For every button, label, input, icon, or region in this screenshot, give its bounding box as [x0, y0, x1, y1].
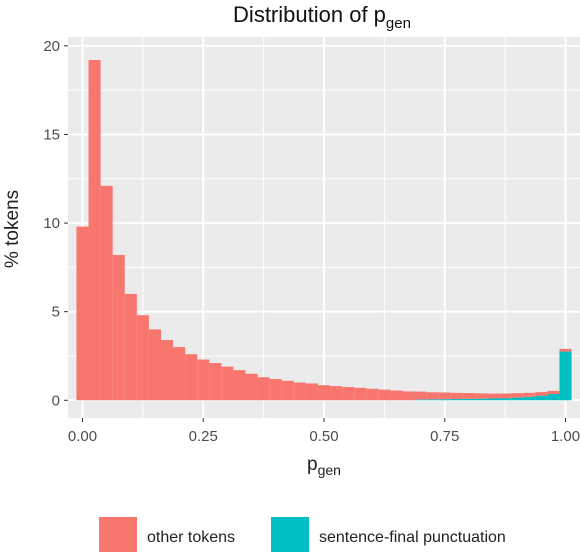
- bar-other-tokens: [378, 389, 391, 401]
- bar-other-tokens: [112, 254, 125, 401]
- y-axis: 0 5 10 15 20: [43, 38, 68, 409]
- bar-other-tokens: [547, 390, 560, 395]
- x-tick-label: 0.50: [309, 428, 338, 445]
- bar-other-tokens: [136, 315, 149, 401]
- bar-other-tokens: [88, 60, 101, 401]
- chart-title-main: Distribution of p: [233, 2, 386, 27]
- x-tick-label: 0.25: [189, 428, 218, 445]
- bar-sentence-final-punctuation: [559, 351, 572, 401]
- bar-sentence-final-punctuation: [450, 399, 463, 401]
- bar-sentence-final-punctuation: [547, 394, 560, 401]
- bar-other-tokens: [426, 392, 439, 400]
- legend-key-other-tokens: [99, 517, 137, 552]
- bar-other-tokens: [160, 340, 174, 401]
- bar-other-tokens: [245, 373, 258, 401]
- bar-sentence-final-punctuation: [523, 396, 536, 401]
- bar-other-tokens: [523, 392, 536, 397]
- bar-other-tokens: [330, 386, 343, 401]
- bar-sentence-final-punctuation: [511, 397, 524, 401]
- bar-other-tokens: [462, 393, 475, 399]
- histogram-bars: [76, 60, 572, 401]
- bar-sentence-final-punctuation: [499, 398, 512, 401]
- bar-other-tokens: [76, 226, 89, 401]
- x-axis: 0.00 0.25 0.50 0.75 1.00: [68, 418, 580, 445]
- bar-other-tokens: [487, 393, 500, 399]
- bar-other-tokens: [402, 391, 415, 401]
- chart-title: Distribution of pgen: [233, 2, 411, 32]
- bar-other-tokens: [390, 390, 403, 401]
- y-tick-label: 0: [52, 392, 60, 409]
- bar-other-tokens: [317, 385, 331, 401]
- bar-other-tokens: [100, 185, 113, 401]
- legend: other tokens sentence-final punctuation: [99, 517, 506, 552]
- bar-other-tokens: [124, 293, 137, 401]
- x-tick-label: 0.75: [430, 428, 459, 445]
- bar-sentence-final-punctuation: [474, 398, 488, 401]
- x-axis-title-sub: gen: [318, 462, 341, 478]
- bar-other-tokens: [366, 388, 379, 401]
- y-tick-label: 15: [43, 126, 60, 143]
- bar-other-tokens: [148, 329, 161, 401]
- bar-sentence-final-punctuation: [487, 398, 500, 401]
- legend-label-other-tokens: other tokens: [147, 529, 235, 546]
- bar-sentence-final-punctuation: [414, 399, 427, 401]
- bar-other-tokens: [474, 393, 488, 399]
- y-axis-title: % tokens: [2, 190, 23, 268]
- x-axis-title-main: p: [307, 454, 318, 475]
- bar-other-tokens: [173, 347, 186, 401]
- bar-sentence-final-punctuation: [462, 398, 475, 401]
- bar-other-tokens: [414, 391, 427, 400]
- bar-other-tokens: [257, 377, 270, 401]
- y-tick-label: 20: [43, 38, 60, 55]
- bar-other-tokens: [269, 379, 282, 401]
- bar-other-tokens: [209, 363, 222, 401]
- bar-sentence-final-punctuation: [426, 399, 439, 401]
- chart-title-sub: gen: [386, 15, 411, 32]
- legend-key-sentence-final-punctuation: [271, 517, 309, 552]
- bar-other-tokens: [342, 386, 355, 401]
- bar-other-tokens: [511, 393, 524, 398]
- x-tick-label: 0.00: [68, 428, 97, 445]
- legend-label-sentence-final-punctuation: sentence-final punctuation: [319, 529, 506, 546]
- x-tick-label: 1.00: [551, 428, 580, 445]
- bar-other-tokens: [438, 392, 451, 400]
- bar-sentence-final-punctuation: [438, 399, 451, 401]
- bar-other-tokens: [305, 383, 318, 401]
- bar-sentence-final-punctuation: [535, 395, 548, 401]
- x-axis-title: pgen: [307, 454, 341, 478]
- y-tick-label: 5: [52, 304, 60, 321]
- bar-other-tokens: [185, 354, 198, 401]
- y-tick-label: 10: [43, 215, 60, 232]
- bar-other-tokens: [499, 393, 512, 399]
- bar-other-tokens: [281, 380, 294, 401]
- bar-other-tokens: [450, 392, 463, 400]
- bar-other-tokens: [233, 370, 246, 401]
- bar-other-tokens: [293, 382, 306, 401]
- bar-other-tokens: [559, 348, 572, 352]
- bar-other-tokens: [197, 359, 210, 401]
- bar-other-tokens: [221, 366, 234, 401]
- bar-other-tokens: [535, 392, 548, 396]
- bar-other-tokens: [354, 387, 367, 401]
